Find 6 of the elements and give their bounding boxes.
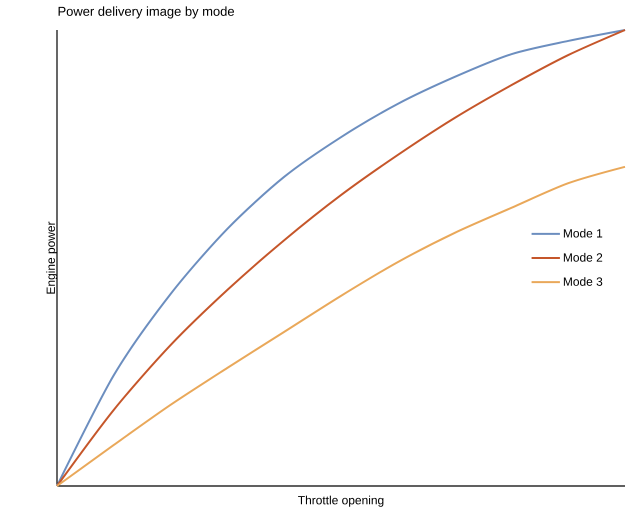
- chart-title: Power delivery image by mode: [58, 6, 234, 18]
- x-axis-title: Throttle opening: [298, 496, 384, 507]
- legend-label: Mode 2: [564, 252, 602, 262]
- legend-label: Mode 1: [564, 228, 602, 238]
- legend-label: Mode 3: [564, 277, 602, 286]
- y-axis-title: Engine power: [46, 222, 58, 294]
